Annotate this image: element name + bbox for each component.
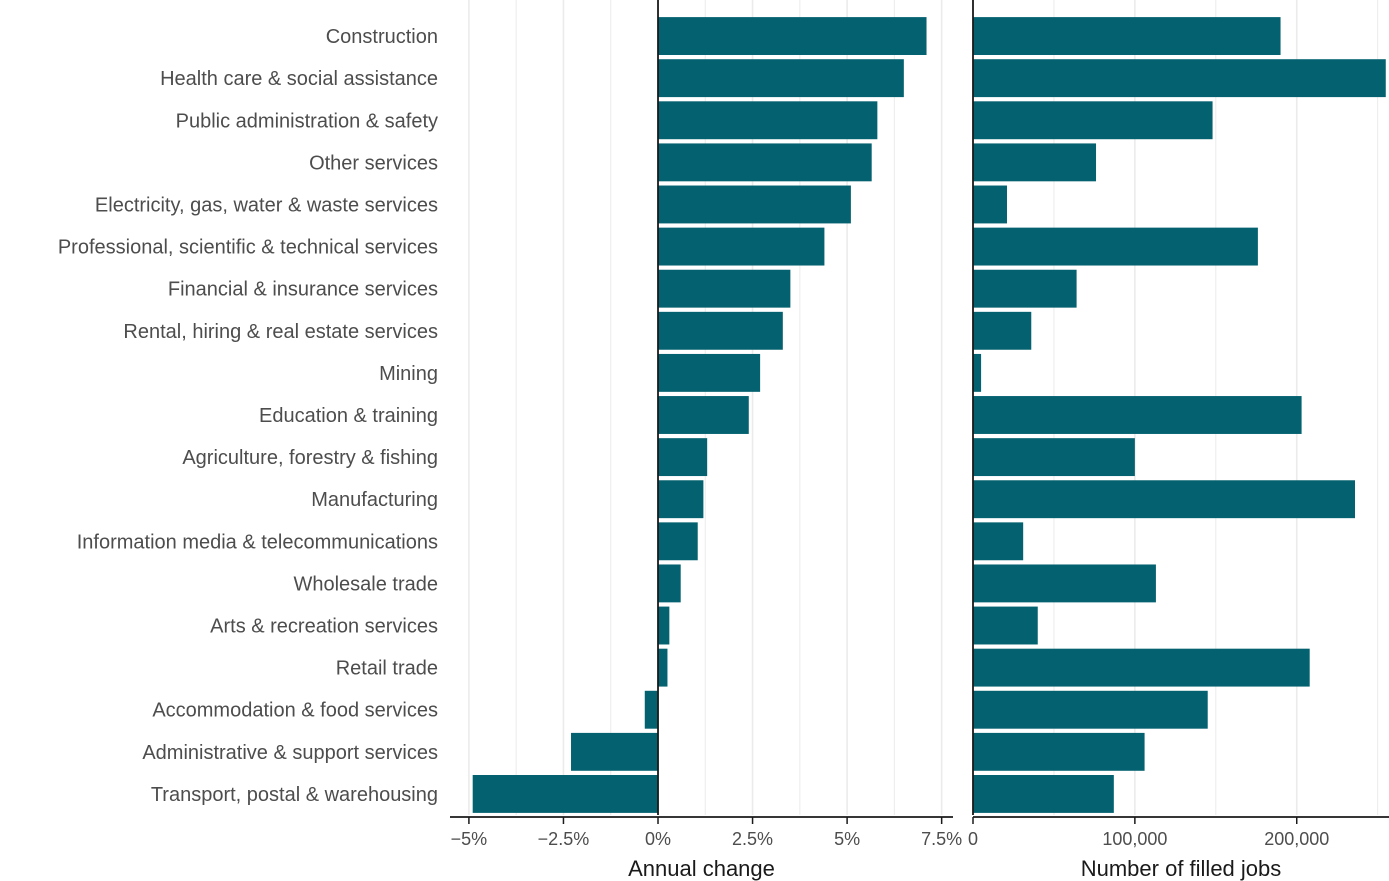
bar [973,227,1258,266]
bar [658,185,851,224]
bar [658,648,668,687]
category-label: Arts & recreation services [210,616,438,638]
x-tick-label: 7.5% [921,829,962,849]
x-axis-title: Number of filled jobs [1081,856,1282,881]
bar [658,606,670,645]
bar [973,17,1281,55]
bar [973,438,1135,477]
category-label: Administrative & support services [142,742,438,764]
bar [658,522,698,561]
bar [472,775,659,813]
bar [658,59,904,98]
bar [658,143,872,182]
x-tick-label: 0% [645,829,671,849]
bar [658,227,825,266]
bar [973,101,1213,140]
bar [973,648,1310,687]
bar [973,269,1077,308]
x-tick-label: −2.5% [538,829,590,849]
bar [658,438,708,477]
bar [973,564,1156,603]
bar [973,353,982,392]
bar [973,522,1024,561]
bar [973,480,1356,519]
bar [658,353,761,392]
bar [658,480,704,519]
category-label: Public administration & safety [176,110,438,132]
x-tick-label: 5% [834,829,860,849]
category-label: Agriculture, forestry & fishing [182,447,438,469]
bar [973,185,1007,224]
bar [973,59,1386,98]
category-label: Manufacturing [311,489,438,511]
bar [658,564,681,603]
category-label: Other services [309,152,438,174]
category-label: Mining [379,363,438,385]
bar [571,732,659,771]
bar [658,101,878,140]
bar [973,775,1114,813]
category-label: Education & training [259,405,438,427]
bar [973,143,1097,182]
bar [658,269,791,308]
bar [658,17,927,55]
bar [973,311,1032,350]
category-label: Electricity, gas, water & waste services [95,194,438,216]
x-tick-label: 0 [968,829,978,849]
bar [973,732,1145,771]
bar [658,311,783,350]
x-tick-label: 100,000 [1102,829,1167,849]
category-label: Transport, postal & warehousing [151,784,438,806]
x-axis-title: Annual change [628,856,775,881]
category-label: Rental, hiring & real estate services [123,321,438,343]
category-label: Information media & telecommunications [77,531,438,553]
category-label: Accommodation & food services [152,700,438,722]
category-label: Health care & social assistance [160,68,438,90]
category-label: Construction [326,26,438,48]
bar [973,690,1208,729]
category-label: Financial & insurance services [168,279,438,301]
x-tick-label: −5% [451,829,488,849]
bar [644,690,659,729]
bar [973,606,1038,645]
bar [973,396,1302,434]
x-tick-label: 200,000 [1264,829,1329,849]
x-tick-label: 2.5% [732,829,773,849]
category-label: Retail trade [336,658,438,680]
category-label: Wholesale trade [293,573,438,595]
category-label: Professional, scientific & technical ser… [58,237,438,259]
bar [658,396,749,434]
